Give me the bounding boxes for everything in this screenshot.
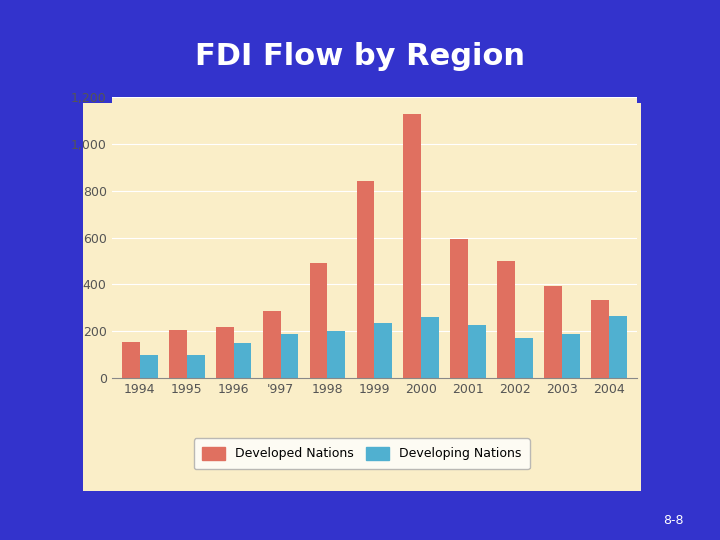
Bar [609, 316, 627, 378]
Bar [233, 343, 251, 378]
Bar [140, 355, 158, 378]
Bar [356, 181, 374, 378]
Bar [451, 239, 468, 378]
Bar [122, 342, 140, 378]
Bar [591, 300, 609, 378]
Bar [544, 286, 562, 378]
Bar [403, 113, 421, 378]
Bar [281, 334, 298, 378]
Bar [328, 331, 346, 378]
Bar [216, 327, 233, 378]
Bar [516, 338, 533, 378]
Bar [310, 264, 328, 378]
Bar [186, 355, 204, 378]
Text: FDI Flow by Region: FDI Flow by Region [195, 42, 525, 71]
Bar [468, 325, 486, 378]
Bar [421, 317, 439, 378]
Bar [263, 311, 281, 378]
Text: 8-8: 8-8 [664, 514, 684, 526]
Legend: Developed Nations, Developing Nations: Developed Nations, Developing Nations [194, 438, 530, 469]
Bar [374, 323, 392, 378]
Bar [169, 330, 186, 378]
Bar [498, 261, 516, 378]
Bar [562, 334, 580, 378]
